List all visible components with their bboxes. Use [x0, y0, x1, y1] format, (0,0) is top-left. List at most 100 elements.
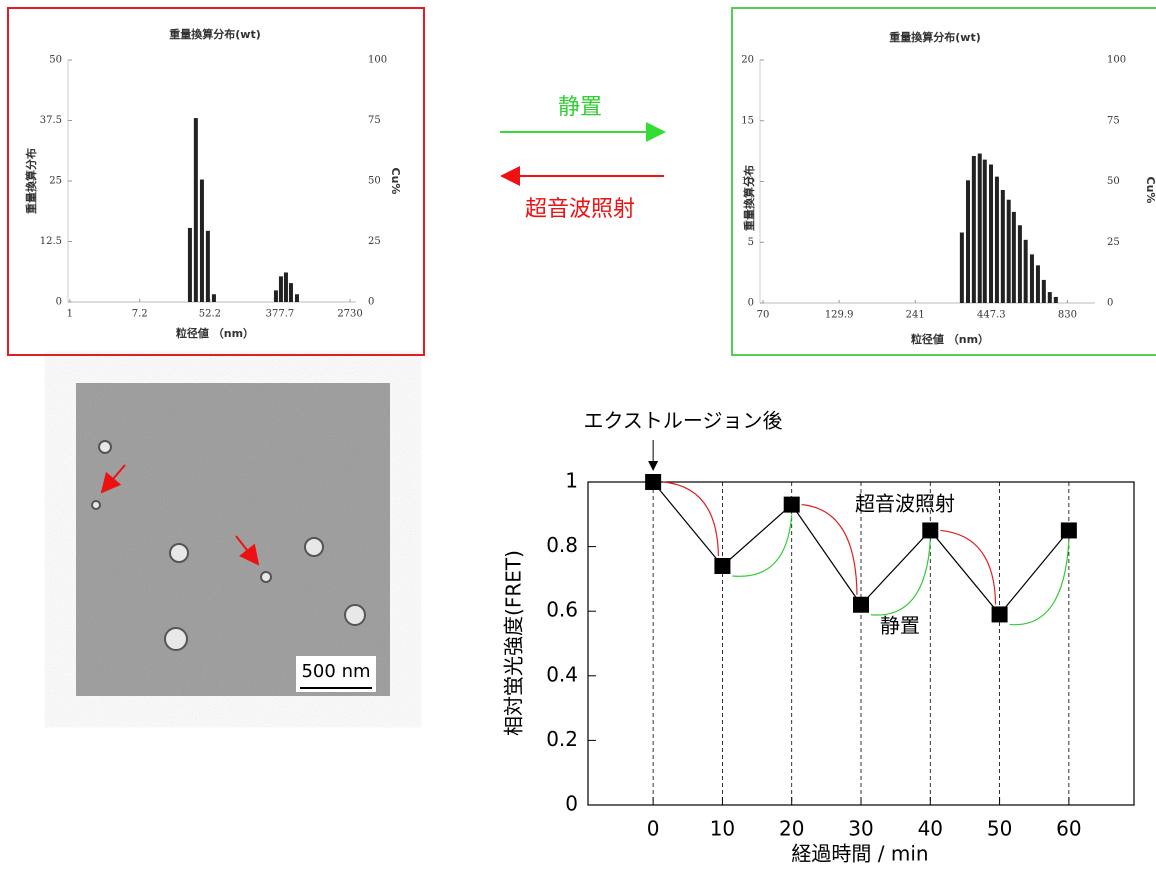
y-tick-label: 0 [56, 297, 62, 308]
x-tick-label: 0 [647, 817, 660, 841]
bar [1030, 254, 1034, 303]
x-tick-label: 447.3 [977, 310, 1006, 321]
y2-axis-label: Cu% [389, 168, 402, 195]
y-tick-label: 0 [565, 792, 578, 816]
x-tick-label: 40 [918, 817, 943, 841]
x-tick-label: 70 [757, 310, 770, 321]
bar [960, 233, 964, 303]
y-tick-label: 15 [741, 115, 754, 126]
marker [853, 597, 869, 613]
marker [1061, 522, 1077, 538]
x-tick-label: 10 [710, 817, 735, 841]
bar [279, 276, 283, 302]
annotation: 静置 [880, 614, 920, 638]
x-tick-label: 377.7 [266, 309, 295, 320]
x-tick-label: 7.2 [132, 309, 148, 320]
bar [194, 118, 198, 302]
y-tick-label: 50 [49, 55, 62, 66]
y-tick-label: 5 [748, 237, 754, 248]
bar [212, 294, 216, 302]
annotation: エクストルージョン後 [584, 409, 783, 433]
y-tick-label: 12.5 [40, 236, 62, 247]
x-axis-label: 経過時間 / min [791, 842, 928, 866]
x-tick-label: 52.2 [199, 309, 221, 320]
vesicle [99, 441, 111, 453]
x-tick-label: 30 [848, 817, 873, 841]
chart-title: 重量換算分布(wt) [889, 30, 980, 44]
marker [922, 522, 938, 538]
bar [295, 294, 299, 302]
x-axis-label: 粒径値 （nm） [911, 332, 989, 346]
y2-tick-label: 50 [368, 176, 381, 187]
x-tick-label: 2730 [337, 309, 362, 320]
y-tick-label: 0.4 [546, 662, 578, 686]
transition-arc [940, 530, 995, 604]
x-tick-label: 20 [779, 817, 804, 841]
y-tick-label: 37.5 [40, 115, 62, 126]
bar [1054, 297, 1058, 303]
transition-arrows: 静置 超音波照射 [500, 95, 664, 222]
y2-tick-label: 25 [368, 236, 381, 247]
y-tick-label: 25 [49, 176, 62, 187]
y-tick-label: 20 [741, 55, 754, 66]
bar [274, 290, 278, 302]
vesicle [165, 628, 187, 650]
marker [784, 497, 800, 513]
page-body: {"chart_data": [ {"type": "bar", "title"… [0, 0, 1156, 869]
transition-arc [1010, 540, 1069, 624]
tem-noise [76, 383, 390, 696]
y2-tick-label: 75 [368, 115, 381, 126]
bar [188, 228, 192, 302]
y-axis-label: 重量換算分布 [742, 165, 756, 231]
bar [966, 180, 970, 303]
y-tick-label: 0.2 [546, 727, 578, 751]
marker [645, 474, 661, 490]
y-tick-label: 0.8 [546, 533, 578, 557]
bar [1018, 225, 1022, 303]
bar [972, 156, 976, 303]
chart-title: 重量換算分布(wt) [169, 27, 260, 41]
y-tick-label: 1 [565, 469, 578, 493]
bar [1007, 200, 1011, 303]
forward-label: 静置 [558, 95, 602, 120]
x-tick-label: 60 [1056, 817, 1081, 841]
bar [989, 164, 993, 303]
y-axis-label: 重量換算分布 [24, 148, 38, 214]
y-tick-label: 0 [748, 298, 754, 309]
transition-arc [871, 540, 930, 615]
y2-axis-label: Cu% [1144, 177, 1156, 204]
x-tick-label: 129.9 [825, 310, 854, 321]
vesicle [92, 501, 100, 509]
x-tick-label: 50 [987, 817, 1012, 841]
y-tick-label: 0.6 [546, 598, 578, 622]
bar [1036, 265, 1040, 303]
y2-tick-label: 75 [1107, 115, 1120, 126]
bar [1042, 280, 1046, 303]
y2-tick-label: 25 [1107, 237, 1120, 248]
y2-tick-label: 100 [1107, 55, 1126, 66]
x-axis-label: 粒径値 （nm） [176, 326, 254, 340]
x-tick-label: 241 [906, 310, 925, 321]
vesicle [170, 544, 188, 562]
page: html, body { margin: 0; padding: 0; widt… [0, 0, 1156, 869]
transition-arc [732, 515, 791, 577]
y-axis-label: 相対蛍光強度(FRET) [502, 550, 526, 736]
tem-image: 500 nm [76, 383, 390, 696]
scale-label: 500 nm [301, 661, 370, 682]
transition-arc [802, 505, 857, 595]
transition-arc [663, 482, 718, 556]
marker [992, 606, 1008, 622]
figure: 静置 超音波照射 500 nm 重量換算分布(wt)012.52537.5500… [0, 0, 1156, 869]
x-tick-label: 1 [67, 309, 73, 320]
y2-tick-label: 0 [368, 297, 374, 308]
bar [978, 154, 982, 303]
x-tick-label: 830 [1058, 310, 1077, 321]
annotation: 超音波照射 [855, 492, 955, 516]
bar [206, 231, 210, 302]
bar [1012, 212, 1016, 303]
bar [200, 180, 204, 302]
bar [284, 272, 288, 302]
